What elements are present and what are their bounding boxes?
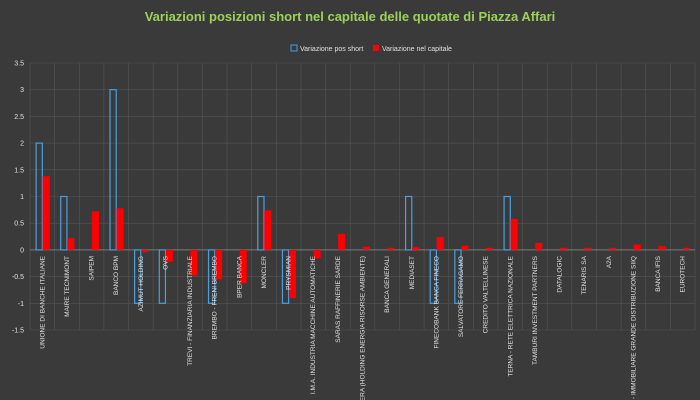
bar-pos-short	[503, 195, 511, 251]
x-axis: UNIONE DI BANCHE ITALIANE MAIRE TECNIMONT…	[39, 255, 686, 400]
category-label: BREMBO - FRENI BREMBO	[212, 256, 219, 339]
category-label: BPER BANCA	[236, 255, 243, 298]
bar-capitale	[190, 249, 198, 276]
bar-capitale	[485, 247, 494, 250]
y-tick-label: 3	[20, 87, 24, 94]
y-tick-label: -1	[18, 301, 24, 308]
category-label: UNIONE DI BANCHE ITALIANE	[39, 255, 46, 348]
bar-pos-short	[429, 249, 437, 304]
bar-pos-short	[35, 142, 43, 251]
bar-capitale	[559, 247, 567, 250]
bar-pos-short	[158, 249, 167, 304]
bar-capitale	[658, 246, 666, 250]
category-label: TREVI - FINANZIARIA INDUSTRIALE	[187, 255, 194, 365]
category-label: A2A	[606, 255, 613, 268]
y-tick-label: 1.5	[14, 167, 24, 174]
category-label: SAIPEM	[89, 256, 96, 281]
category-label: DATALOGIC	[557, 256, 564, 293]
category-label: PRYSMIAN	[286, 256, 293, 290]
category-label: MONCLER	[261, 256, 268, 289]
category-label: I.M.A. INDUSTRIA MACCHINE AUTOMATICHE	[310, 255, 317, 394]
category-label: HERA (HOLDING ENERGIA RISORSE AMBIENTE)	[360, 256, 367, 400]
category-label: BANCA IFIS	[655, 255, 662, 291]
bar-pos-short	[134, 249, 142, 304]
y-tick-label: 0.5	[14, 221, 24, 228]
category-label: TERNA - RETE ELETTRICA NAZIONALE	[507, 255, 514, 376]
bars	[35, 89, 691, 304]
bar-pos-short	[207, 249, 216, 304]
bar-capitale	[264, 210, 272, 250]
bar-pos-short	[454, 249, 462, 304]
bar-capitale	[609, 247, 617, 250]
category-label: MEDIASET	[409, 256, 416, 289]
legend-swatch-pos-short	[290, 44, 298, 52]
bar-capitale	[436, 237, 444, 250]
bar-capitale	[412, 247, 420, 250]
category-label: MAIRE TECNIMONT	[64, 256, 71, 317]
category-label: TAMBURI INVESTMENT PARTNERS	[532, 255, 539, 365]
category-label: OVS	[162, 255, 169, 269]
bar-capitale	[288, 249, 296, 298]
category-label: BANCA GENERALI	[384, 256, 391, 313]
bar-capitale	[165, 249, 173, 262]
bar-pos-short	[281, 249, 290, 304]
category-label: IGD - IMMOBILIARE GRANDE DISTRIBUZIONE S…	[630, 256, 637, 400]
y-axis: 3.5 3 2.5 2 1.5 1 0.5 0 -0.5 -1 -1.5	[12, 61, 24, 335]
bar-capitale	[362, 246, 370, 250]
bar-capitale	[215, 249, 223, 280]
y-tick-label: 3.5	[14, 61, 24, 68]
category-label: FINECOBANK BANCA FINECO	[433, 256, 440, 348]
bar-capitale	[338, 233, 346, 250]
category-label: CREDITO VALTELLINESE	[483, 255, 490, 333]
legend-swatch-capitale	[373, 45, 379, 51]
bar-capitale	[42, 176, 50, 250]
bar-capitale	[387, 247, 395, 250]
legend-label-pos-short: Variazione pos short	[300, 46, 363, 53]
gridlines	[29, 62, 696, 331]
category-label: SALVATORE FERRAGAMO	[458, 256, 465, 337]
bar-capitale	[461, 245, 469, 250]
y-tick-label: 2.5	[14, 114, 24, 121]
bar-capitale	[67, 238, 75, 250]
bar-capitale	[91, 211, 99, 250]
bar-pos-short	[404, 195, 413, 251]
y-tick-label: 2	[20, 141, 24, 148]
category-label: TENARIS SA	[581, 255, 588, 294]
y-tick-label: 1	[20, 194, 24, 201]
legend-label-capitale: Variazione nel capitale	[382, 46, 452, 53]
category-label: BANCO BPM	[113, 256, 120, 295]
bar-pos-short	[257, 195, 265, 251]
y-tick-label: -1.5	[12, 328, 24, 335]
bar-capitale	[510, 218, 518, 250]
y-tick-label: -0.5	[12, 274, 24, 281]
category-label: SARAS RAFFINERIE SARDE	[335, 255, 342, 342]
category-label: AZIMUT HOLDING	[138, 256, 145, 312]
legend: Variazione pos short Variazione nel capit…	[290, 44, 452, 53]
bar-capitale	[313, 249, 321, 259]
bar-capitale	[141, 249, 149, 253]
bar-pos-short	[60, 195, 68, 251]
bar-capitale	[239, 249, 247, 284]
category-label: EUROTECH	[680, 256, 687, 293]
bar-capitale	[633, 244, 641, 250]
bar-capitale	[682, 247, 691, 250]
chart-title: Variazioni posizioni short nel capitale …	[145, 9, 556, 24]
bar-capitale	[116, 208, 124, 250]
bar-capitale	[535, 242, 543, 250]
bar-pos-short	[109, 89, 117, 251]
y-tick-label: 0	[20, 247, 24, 254]
bar-capitale	[584, 247, 592, 250]
